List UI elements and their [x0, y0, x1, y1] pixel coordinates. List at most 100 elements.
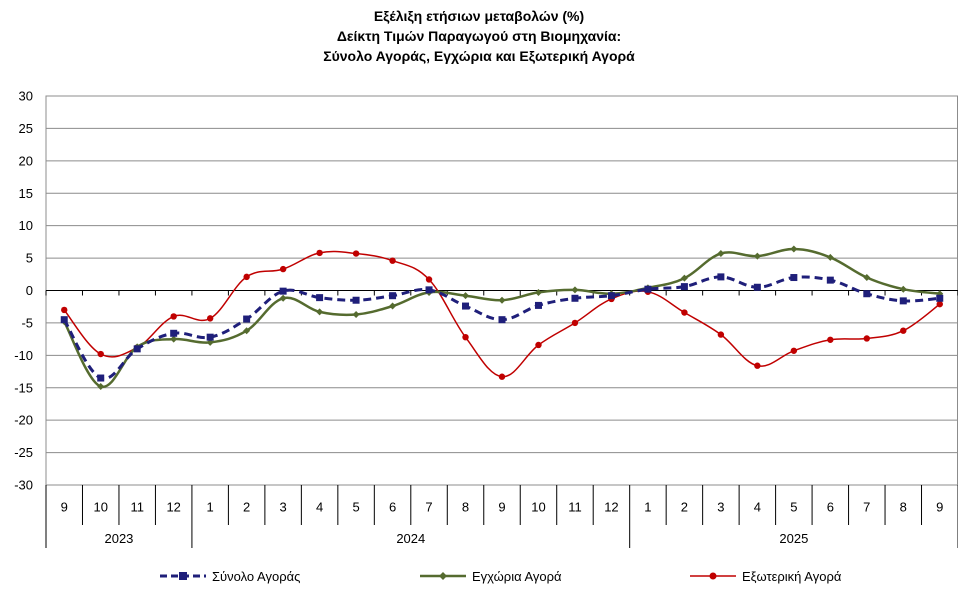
y-tick-label: 10: [19, 218, 33, 233]
chart-title-line-2: Δείκτη Τιμών Παραγωγού στη Βιομηχανία:: [336, 28, 622, 44]
data-point-foreign: [535, 341, 542, 349]
x-tick-label: 5: [352, 500, 359, 515]
legend-label-domestic: Εγχώρια Αγορά: [472, 568, 562, 584]
y-tick-label: -10: [14, 348, 33, 363]
x-tick-label: 9: [936, 500, 943, 515]
data-point-total: [534, 301, 542, 309]
data-point-domestic: [790, 245, 798, 253]
data-point-foreign: [681, 309, 688, 316]
x-tick-label: 7: [425, 500, 432, 515]
x-tick-label: 9: [498, 500, 505, 515]
data-point-foreign: [279, 265, 287, 273]
year-label: 2024: [396, 531, 425, 546]
data-point-total: [899, 297, 907, 305]
x-tick-label: 4: [316, 500, 323, 515]
x-tick-label: 8: [462, 500, 469, 515]
chart-title: Εξέλιξη ετήσιων μεταβολών (%) Δείκτη Τιμ…: [0, 6, 958, 66]
data-point-total: [607, 292, 615, 300]
data-point-total: [571, 294, 579, 302]
data-point-foreign: [936, 300, 943, 308]
y-tick-label: -5: [21, 315, 33, 330]
data-point-domestic: [498, 296, 506, 304]
data-point-foreign: [206, 315, 214, 322]
x-tick-label: 4: [754, 500, 761, 515]
data-point-domestic: [279, 294, 287, 302]
data-point-total: [790, 274, 798, 282]
data-point-foreign: [97, 350, 104, 358]
axes: [45, 95, 958, 548]
x-tick-label: 3: [717, 500, 724, 515]
data-point-total: [644, 285, 652, 293]
data-point-total: [936, 294, 944, 302]
data-point-domestic: [243, 327, 251, 335]
data-point-domestic: [534, 288, 542, 296]
legend-label-total: Σύνολο Αγοράς: [212, 568, 301, 584]
legend-label-foreign: Εξωτερική Αγορά: [742, 568, 842, 584]
data-point-domestic: [753, 252, 761, 260]
data-point-domestic: [680, 274, 688, 282]
x-tick-label: 3: [280, 500, 287, 515]
data-point-total: [352, 296, 360, 304]
data-point-domestic: [899, 285, 907, 293]
x-tick-label: 6: [389, 500, 396, 515]
data-point-foreign: [717, 331, 725, 338]
x-tick-label: 2: [243, 500, 250, 515]
x-tick-label: 10: [531, 500, 545, 515]
data-point-total: [389, 292, 397, 300]
data-point-foreign: [352, 250, 360, 257]
y-tick-label: -15: [14, 380, 33, 395]
x-tick-label: 9: [61, 500, 68, 515]
data-point-foreign: [462, 333, 469, 341]
legend-item-domestic: Εγχώρια Αγορά: [418, 566, 562, 586]
y-tick-label: -25: [14, 445, 33, 460]
y-tick-label: -30: [14, 478, 33, 493]
data-point-total: [316, 294, 324, 302]
x-tick-label: 10: [93, 500, 107, 515]
data-point-domestic: [170, 335, 178, 343]
data-point-total: [425, 286, 433, 294]
data-point-total: [279, 287, 287, 295]
x-tick-label: 11: [130, 500, 144, 515]
data-point-foreign: [827, 336, 834, 343]
x-tick-label: 12: [604, 500, 618, 515]
data-point-foreign: [498, 373, 506, 380]
x-tick-label: 11: [568, 500, 582, 515]
y-tick-label: 5: [26, 251, 33, 266]
x-tick-label: 6: [827, 500, 834, 515]
legend-item-foreign: Εξωτερική Αγορά: [688, 566, 841, 586]
x-tick-label: 7: [863, 500, 870, 515]
data-point-total: [462, 302, 470, 310]
data-point-total: [717, 273, 725, 281]
data-point-foreign: [900, 327, 907, 334]
y-tick-label: 0: [26, 283, 33, 298]
data-point-total: [206, 333, 214, 341]
data-point-total: [863, 290, 871, 298]
data-point-foreign: [170, 313, 177, 320]
data-point-total: [680, 283, 688, 291]
data-point-domestic: [571, 286, 579, 294]
x-tick-label: 2: [681, 500, 688, 515]
data-point-foreign: [389, 257, 396, 264]
series-layer: [60, 245, 944, 390]
series-line-total: [62, 275, 940, 381]
data-point-domestic: [97, 382, 105, 390]
data-point-foreign: [571, 319, 579, 327]
data-point-domestic: [352, 310, 360, 318]
data-point-total: [133, 345, 141, 353]
year-label: 2025: [779, 531, 808, 546]
legend-marker-foreign: [690, 572, 736, 580]
legend-marker-total: [160, 572, 206, 580]
data-point-total: [243, 315, 251, 323]
data-point-domestic: [316, 308, 324, 316]
series-line-foreign: [63, 250, 941, 378]
year-label: 2023: [104, 531, 133, 546]
x-tick-label: 8: [900, 500, 907, 515]
data-point-foreign: [754, 362, 761, 369]
data-point-foreign: [790, 347, 798, 354]
y-tick-label: -20: [14, 413, 33, 428]
data-point-total: [60, 316, 68, 324]
y-tick-label: 25: [19, 121, 33, 136]
y-tick-label: 15: [19, 186, 33, 201]
y-tick-label: 20: [19, 153, 33, 168]
